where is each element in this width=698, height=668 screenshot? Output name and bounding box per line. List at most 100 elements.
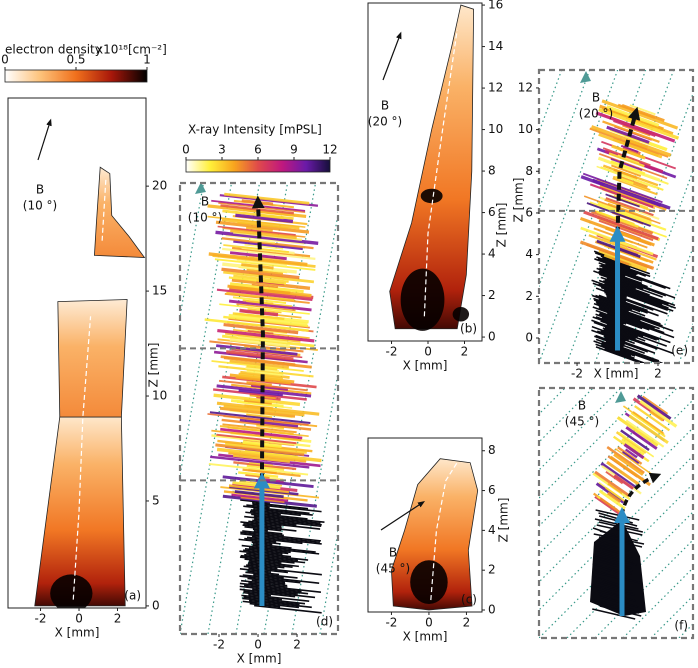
streak [236, 303, 296, 312]
streak [240, 370, 290, 379]
streak [604, 347, 647, 363]
x-axis-label: X [mm] [594, 367, 639, 381]
streak [598, 262, 671, 290]
streak [606, 491, 622, 504]
streak [228, 299, 312, 312]
streak [591, 329, 656, 354]
streak [218, 365, 314, 378]
streak [240, 554, 306, 564]
annotation: (20 °) [579, 107, 613, 121]
streak [599, 183, 668, 211]
streak [219, 303, 310, 315]
streak [224, 332, 301, 343]
field-line [678, 623, 693, 638]
streak [583, 195, 661, 225]
streak [242, 299, 274, 305]
colorbar-tick-label: 9 [290, 143, 298, 157]
streak [620, 144, 639, 153]
streak [246, 536, 303, 545]
streak [597, 258, 647, 277]
streak [597, 551, 633, 563]
streak [597, 557, 632, 569]
streak [620, 429, 650, 452]
field-line [539, 483, 693, 638]
streak [246, 464, 285, 471]
streak [249, 602, 281, 608]
annotation: B [592, 91, 600, 105]
streak [216, 433, 297, 445]
colorbar-tick-label: 12 [322, 143, 337, 157]
streak [613, 474, 634, 490]
x-axis-label: X [mm] [403, 359, 448, 373]
y-tick-label: 0 [525, 330, 533, 344]
streak [629, 104, 656, 116]
x-tick-label: -2 [386, 345, 398, 359]
y-tick-label: 8 [525, 164, 533, 178]
streak [594, 518, 639, 530]
streak [240, 532, 320, 544]
streak [615, 431, 647, 454]
y-tick-label: 15 [152, 284, 167, 298]
streak [248, 567, 289, 574]
y-tick-label: 2 [488, 563, 496, 577]
streak [600, 462, 637, 489]
streak [593, 340, 636, 357]
streak [229, 286, 314, 300]
streak [226, 350, 294, 361]
streak [248, 561, 293, 568]
streak [599, 596, 639, 608]
streak [642, 395, 669, 415]
streak [239, 575, 301, 584]
streak [245, 511, 308, 520]
streak [244, 553, 299, 562]
streak [248, 560, 299, 568]
annotation: B [36, 183, 44, 197]
streak [246, 370, 284, 377]
streak [618, 431, 655, 458]
field-line [622, 567, 693, 638]
streak [614, 448, 655, 477]
streak [591, 325, 630, 341]
streak [597, 201, 652, 225]
streak [231, 348, 303, 359]
streak [603, 335, 649, 353]
y-axis-label: Z [mm] [497, 498, 511, 543]
streak [598, 305, 660, 330]
streak [222, 423, 297, 434]
streak [253, 518, 322, 528]
streak [216, 447, 322, 463]
panel-content [539, 70, 693, 363]
streak [617, 446, 643, 465]
streak [210, 455, 310, 469]
y-axis-label: Z [mm] [495, 203, 509, 248]
streak [606, 460, 640, 486]
streak [220, 355, 296, 366]
streak [582, 172, 663, 204]
streak [625, 426, 658, 450]
y-tick-label: 8 [488, 164, 496, 178]
field-line [539, 455, 693, 611]
streak [592, 282, 669, 312]
streak [247, 308, 282, 314]
panel-frame [367, 2, 483, 342]
streak [216, 288, 313, 302]
streak [593, 297, 630, 312]
streak [229, 338, 290, 348]
streak [227, 284, 291, 295]
streak [231, 246, 311, 258]
streak [256, 423, 285, 430]
streak [207, 215, 306, 228]
streak [219, 406, 296, 418]
streak [605, 193, 640, 208]
y-tick-label: 16 [488, 0, 503, 12]
streak [228, 450, 307, 463]
streak [598, 298, 646, 317]
streak [593, 470, 631, 498]
field-line [656, 183, 698, 634]
streak [204, 318, 309, 332]
x-axis-label: X [mm] [55, 626, 100, 640]
streak [229, 359, 290, 369]
y-tick-label: 6 [488, 205, 496, 219]
streak [595, 301, 663, 327]
streak [222, 227, 306, 238]
